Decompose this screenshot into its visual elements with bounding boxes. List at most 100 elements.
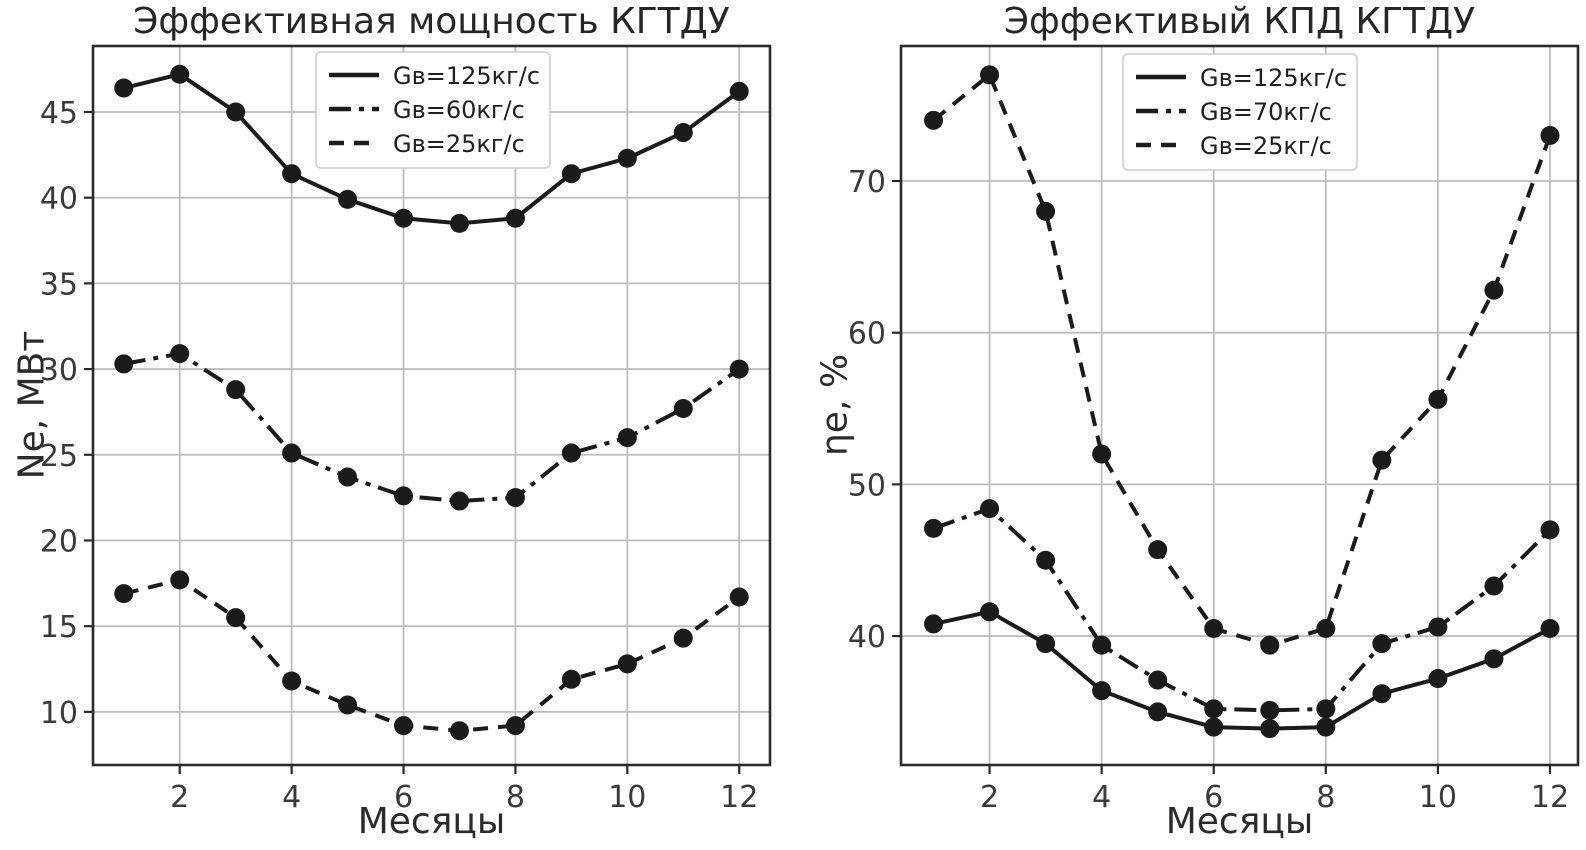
data-point: [1260, 719, 1280, 739]
data-point: [170, 344, 190, 364]
x-tick-label: 4: [282, 780, 301, 815]
series-2: [114, 570, 749, 741]
x-axis-label-power: Месяцы: [357, 801, 506, 842]
data-point: [226, 608, 246, 628]
plot-frame: [899, 44, 1580, 767]
data-point: [226, 380, 246, 400]
data-point: [170, 570, 190, 590]
data-point: [1036, 550, 1056, 570]
series-1: [924, 499, 1560, 720]
data-point: [980, 65, 1000, 85]
data-point: [673, 628, 693, 648]
series-2: [924, 65, 1560, 655]
data-point: [114, 78, 134, 98]
data-point: [1484, 576, 1504, 596]
data-point: [1148, 702, 1168, 722]
data-point: [338, 467, 358, 487]
y-tick-label: 20: [40, 524, 78, 559]
x-tick-label: 12: [1531, 780, 1569, 815]
data-point: [394, 208, 414, 228]
data-point: [1260, 700, 1280, 720]
data-point: [1092, 681, 1112, 701]
chart-title-power: Эффективная мощность КГТДУ: [133, 1, 730, 42]
chart-panel-efficiency: Эффективый КПД КГТДУ ηe, % 2 4 6 8 10 12 40 50 6…: [793, 0, 1586, 850]
series-line: [123, 577, 741, 733]
data-point: [338, 189, 358, 209]
data-point: [1428, 617, 1448, 637]
legend-label: Gв=125кг/с: [1200, 64, 1347, 92]
ticks: [84, 110, 741, 774]
y-tick-label: 30: [40, 353, 78, 388]
y-tick-label: 40: [40, 182, 78, 217]
data-point: [561, 443, 581, 463]
y-tick-label: 40: [848, 620, 886, 655]
data-point: [729, 81, 749, 101]
data-point: [1316, 618, 1336, 638]
series-line: [123, 351, 741, 504]
chart-title-efficiency: Эффективый КПД КГТДУ: [1003, 1, 1476, 42]
data-point: [561, 164, 581, 184]
data-point: [505, 716, 525, 736]
x-tick-label: 2: [170, 780, 189, 815]
legend: Gв=125кг/с Gв=60кг/с Gв=25кг/с: [315, 51, 551, 169]
data-point: [924, 110, 944, 130]
data-point: [1036, 201, 1056, 221]
data-point: [924, 614, 944, 634]
data-point: [1428, 389, 1448, 409]
tick-labels: 2 4 6 8 10 12 10 15 20 25 30 35 40 45: [40, 96, 759, 815]
series-1: [114, 344, 749, 511]
data-point: [729, 359, 749, 379]
data-point: [1148, 540, 1168, 560]
y-tick-label: 15: [40, 610, 78, 645]
data-point: [617, 654, 637, 674]
data-point: [226, 102, 246, 122]
y-tick-label: 60: [848, 317, 886, 352]
data-point: [1540, 520, 1560, 540]
legend-label: Gв=25кг/с: [1200, 132, 1332, 160]
y-tick-label: 10: [40, 696, 78, 731]
legend: Gв=125кг/с Gв=70кг/с Gв=25кг/с: [1122, 53, 1358, 171]
x-tick-label: 6: [394, 780, 413, 815]
series-line: [932, 71, 1552, 648]
series-0: [924, 602, 1560, 739]
series-line: [932, 506, 1552, 713]
data-point: [673, 398, 693, 418]
legend-box: [1122, 53, 1358, 171]
data-point: [1316, 699, 1336, 719]
data-point: [449, 213, 469, 233]
data-point: [1372, 684, 1392, 704]
data-point: [729, 587, 749, 607]
data-point: [980, 602, 1000, 622]
data-point: [1428, 669, 1448, 689]
x-tick-label: 2: [980, 780, 999, 815]
series-line: [123, 72, 741, 226]
legend-label: Gв=70кг/с: [1200, 98, 1332, 126]
x-axis-label-efficiency: Месяцы: [1165, 801, 1314, 842]
series-line: [933, 609, 1551, 731]
data-point: [1092, 444, 1112, 464]
data-point: [980, 499, 1000, 519]
data-point: [617, 148, 637, 168]
plot-frame: [91, 44, 772, 767]
x-tick-label: 12: [720, 780, 758, 815]
x-tick-label: 4: [1092, 780, 1111, 815]
plot-area-efficiency: 2 4 6 8 10 12 40 50 60 70 Gв=125кг/с Gв=70кг/с Gв=25…: [848, 44, 1580, 815]
legend-label: Gв=60кг/с: [393, 96, 525, 124]
data-point: [1092, 635, 1112, 655]
data-point: [673, 123, 693, 143]
data-point: [282, 443, 302, 463]
data-point: [1484, 649, 1504, 669]
tick-labels: 2 4 6 8 10 12 40 50 60 70: [848, 165, 1569, 815]
data-point: [1204, 618, 1224, 638]
ticks: [892, 179, 1552, 774]
data-point: [1540, 618, 1560, 638]
data-point: [1372, 634, 1392, 654]
data-point: [924, 518, 944, 538]
data-point: [282, 164, 302, 184]
x-tick-label: 6: [1204, 780, 1223, 815]
data-point: [394, 486, 414, 506]
data-point: [617, 428, 637, 448]
x-tick-label: 8: [506, 780, 525, 815]
x-tick-label: 8: [1316, 780, 1335, 815]
